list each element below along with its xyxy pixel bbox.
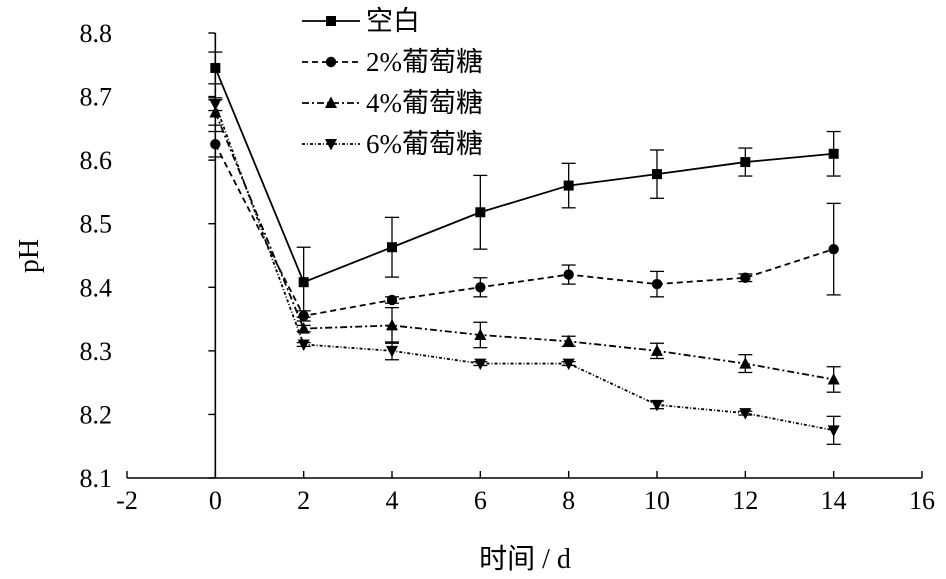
axes: 8.1 8.2 8.3 8.4 8.5 8.6 8.7 8.8 -2 0 2 4 6 8 10 12 14 16 (80, 19, 936, 515)
data-point (387, 242, 397, 253)
legend-label: 2%葡萄糖 (366, 47, 483, 77)
series-line (214, 67, 834, 284)
data-point (297, 339, 310, 351)
data-point (562, 334, 575, 347)
data-point (563, 180, 574, 191)
y-tick-label: 8.4 (80, 273, 113, 302)
series-line (214, 103, 834, 432)
data-point (828, 243, 839, 255)
x-tick-label: 6 (474, 486, 487, 515)
data-point (562, 358, 575, 371)
legend-label: 4%葡萄糖 (366, 88, 483, 118)
data-point (386, 318, 398, 331)
data-point (474, 358, 487, 371)
y-tick-label: 8.3 (80, 337, 113, 366)
data-point (210, 139, 221, 150)
data-point (298, 277, 309, 288)
x-tick-label: 12 (732, 486, 758, 515)
x-tick-label: 16 (909, 486, 935, 515)
legend-item: 空白 (302, 6, 420, 36)
y-tick-label: 8.6 (80, 146, 113, 175)
x-tick-label: 0 (209, 486, 222, 515)
data-point (651, 399, 663, 412)
x-tick-label: 4 (386, 486, 399, 515)
y-tick-label: 8.8 (80, 19, 113, 48)
series-1 (208, 51, 841, 318)
data-point (475, 207, 486, 218)
data-point (739, 408, 752, 420)
x-tick-label: 2 (297, 486, 310, 515)
legend-item: 2%葡萄糖 (302, 47, 483, 77)
data-point (386, 294, 398, 306)
x-tick-label: 14 (821, 486, 847, 515)
data-point (739, 357, 752, 369)
data-point (298, 310, 309, 322)
legend-marker (325, 56, 337, 68)
x-tick-label: 8 (562, 486, 575, 515)
x-axis-title: 时间 / d (479, 543, 571, 575)
data-point (474, 328, 487, 340)
data-point (209, 99, 222, 111)
data-point (563, 269, 574, 280)
x-tick-label: 10 (644, 486, 670, 515)
series-2 (208, 130, 841, 322)
y-tick-label: 8.7 (80, 83, 113, 112)
legend-label: 空白 (366, 6, 420, 36)
data-point (827, 425, 840, 437)
data-point (297, 322, 310, 334)
data-point (740, 157, 751, 168)
y-axis-title: pH (14, 239, 45, 273)
data-point (651, 278, 663, 290)
series-line (214, 112, 834, 381)
legend-marker (325, 139, 337, 151)
data-point (828, 148, 839, 159)
data-point (652, 169, 662, 180)
data-point (740, 272, 751, 283)
y-tick-label: 8.2 (80, 400, 113, 429)
series-layer (208, 51, 841, 445)
data-point (475, 282, 486, 293)
data-point (386, 345, 398, 358)
y-tick-label: 8.5 (80, 210, 113, 239)
legend-marker (326, 16, 336, 26)
legend-label: 6%葡萄糖 (366, 129, 483, 159)
data-point (210, 62, 221, 73)
series-4 (208, 97, 841, 445)
x-tick-label: -2 (116, 486, 138, 515)
data-point (651, 344, 663, 356)
y-tick-label: 8.1 (80, 464, 113, 493)
data-point (827, 372, 840, 385)
legend-item: 6%葡萄糖 (302, 129, 483, 159)
legend-item: 4%葡萄糖 (302, 88, 483, 118)
series-line (214, 143, 834, 317)
legend-marker (325, 96, 337, 108)
legend: 空白 2%葡萄糖 4%葡萄糖 6%葡萄糖 (302, 6, 483, 159)
